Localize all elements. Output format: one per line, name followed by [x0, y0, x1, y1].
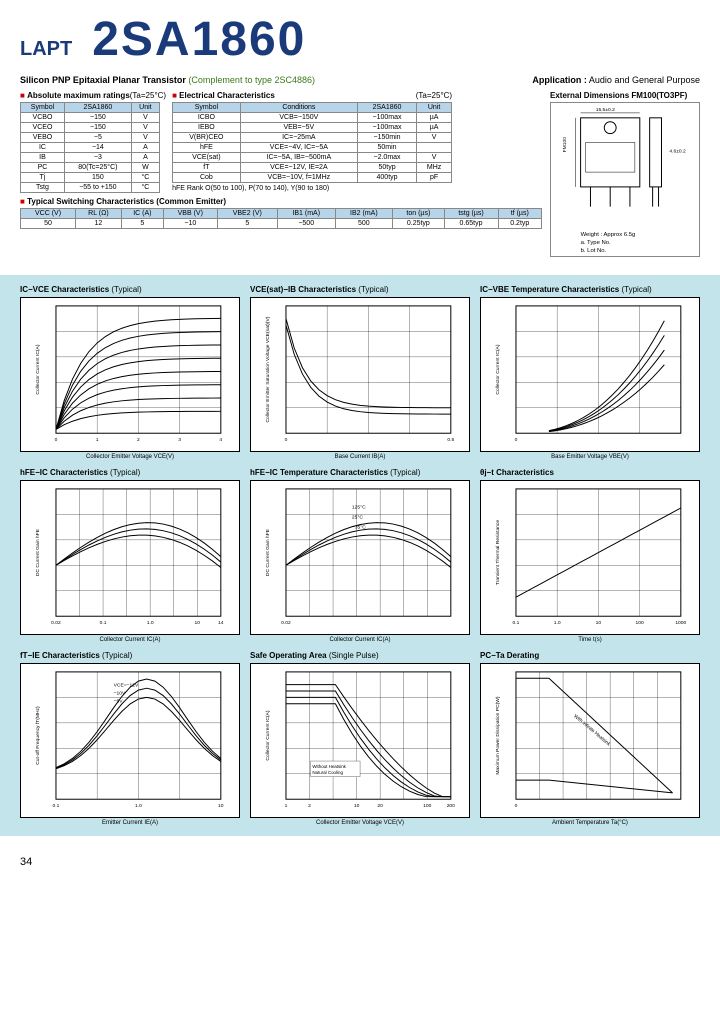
svg-text:0.5: 0.5: [447, 437, 454, 443]
svg-text:Cut-off Frequency fT(MHz): Cut-off Frequency fT(MHz): [35, 706, 41, 765]
svg-text:200: 200: [447, 803, 455, 809]
chart-1: VCE(sat)−IB Characteristics (Typical) 00…: [250, 285, 470, 460]
svg-text:1: 1: [96, 437, 99, 443]
hfe-rank-note: hFE Rank O(50 to 100), P(70 to 140), Y(9…: [172, 185, 452, 192]
svg-text:20: 20: [377, 803, 383, 809]
package-diagram: FM100 15.5±0.2 4.6±0.2 Weight : Approx 6…: [550, 102, 700, 257]
svg-text:0.02: 0.02: [281, 620, 291, 626]
svg-text:0.1: 0.1: [53, 803, 60, 809]
svg-text:b. Lot No.: b. Lot No.: [581, 248, 607, 254]
svg-text:100: 100: [635, 620, 643, 626]
abs-title: Absolute maximum ratings: [27, 91, 130, 100]
svg-text:Collector Current IC(A): Collector Current IC(A): [265, 710, 271, 760]
app-label: Application :: [532, 75, 587, 85]
device-type: Silicon PNP Epitaxial Planar Transistor: [20, 75, 186, 85]
svg-text:14: 14: [218, 620, 224, 626]
svg-text:10: 10: [195, 620, 201, 626]
chart-3: hFE−IC Characteristics (Typical) 0.020.1…: [20, 468, 240, 643]
svg-text:Without Heatsink: Without Heatsink: [312, 764, 346, 769]
svg-text:10: 10: [354, 803, 360, 809]
svg-text:2: 2: [137, 437, 140, 443]
switch-title: Typical Switching Characteristics (Commo…: [27, 197, 226, 206]
svg-text:10: 10: [596, 620, 602, 626]
svg-text:25°C: 25°C: [352, 515, 363, 521]
svg-text:10: 10: [218, 803, 224, 809]
chart-5: θj−t Characteristics 0.11.0101001000Tran…: [480, 468, 700, 643]
chart-6: fT−IE Characteristics (Typical) 0.11.010…: [20, 651, 240, 826]
svg-text:100: 100: [423, 803, 431, 809]
svg-text:a. Type No.: a. Type No.: [581, 240, 611, 246]
svg-text:DC Current Gain hFE: DC Current Gain hFE: [35, 528, 41, 576]
chart-0: IC−VCE Characteristics (Typical) 01234Co…: [20, 285, 240, 460]
chart-8: PC−Ta Derating 0With infinite HeatsinkMa…: [480, 651, 700, 826]
svg-text:1000: 1000: [675, 620, 686, 626]
abs-ratings-table: Symbol2SA1860UnitVCBO−150VVCEO−150VVEBO−…: [20, 102, 160, 193]
svg-text:1.0: 1.0: [147, 620, 154, 626]
complement: (Complement to type 2SC4886): [188, 75, 315, 85]
app-text: Audio and General Purpose: [589, 75, 700, 85]
svg-text:2: 2: [308, 803, 311, 809]
svg-text:0: 0: [515, 437, 518, 443]
svg-text:Weight : Approx 6.5g: Weight : Approx 6.5g: [581, 232, 636, 238]
svg-text:1.0: 1.0: [554, 620, 561, 626]
svg-text:0.02: 0.02: [51, 620, 61, 626]
svg-text:Collector Current IC(A): Collector Current IC(A): [495, 344, 501, 394]
svg-text:3: 3: [178, 437, 181, 443]
elec-cond: (Ta=25°C): [416, 91, 452, 100]
svg-text:15.5±0.2: 15.5±0.2: [596, 107, 615, 113]
page-number: 34: [20, 856, 700, 868]
svg-text:1: 1: [285, 803, 288, 809]
elec-char-table: SymbolConditions2SA1860UnitICBOVCB=−150V…: [172, 102, 452, 183]
dim-package: FM100(TO3PF): [631, 91, 687, 100]
svg-text:1.0: 1.0: [135, 803, 142, 809]
svg-text:125°C: 125°C: [352, 505, 366, 511]
svg-text:FM100: FM100: [562, 137, 568, 153]
elec-title: Electrical Characteristics: [179, 91, 275, 100]
svg-text:0.1: 0.1: [513, 620, 520, 626]
abs-cond: (Ta=25°C): [130, 91, 166, 100]
chart-4: hFE−IC Temperature Characteristics (Typi…: [250, 468, 470, 643]
chart-7: Safe Operating Area (Single Pulse) 12102…: [250, 651, 470, 826]
svg-text:0: 0: [285, 437, 288, 443]
svg-text:Transient Thermal Resistance: Transient Thermal Resistance: [495, 520, 501, 586]
chart-2: IC−VBE Temperature Characteristics (Typi…: [480, 285, 700, 460]
svg-text:Maximum Power Dissipation PC(W: Maximum Power Dissipation PC(W): [495, 696, 501, 775]
svg-text:0: 0: [515, 803, 518, 809]
svg-text:4.6±0.2: 4.6±0.2: [669, 148, 686, 154]
svg-text:DC Current Gain hFE: DC Current Gain hFE: [265, 528, 271, 576]
switching-table: VCC (V)RL (Ω)IC (A)VBB (V)VBE2 (V)IB1 (m…: [20, 208, 542, 229]
svg-text:0.1: 0.1: [100, 620, 107, 626]
dim-title: External Dimensions: [550, 91, 629, 100]
part-number: 2SA1860: [92, 12, 306, 67]
svg-text:Collector Current IC(A): Collector Current IC(A): [35, 344, 41, 394]
svg-text:4: 4: [219, 437, 222, 443]
lapt-label: LAPT: [20, 38, 72, 61]
svg-text:0: 0: [55, 437, 58, 443]
svg-text:Natural Cooling: Natural Cooling: [312, 770, 343, 775]
svg-text:Collector Emitter Saturation V: Collector Emitter Saturation Voltage VCE…: [265, 316, 271, 422]
